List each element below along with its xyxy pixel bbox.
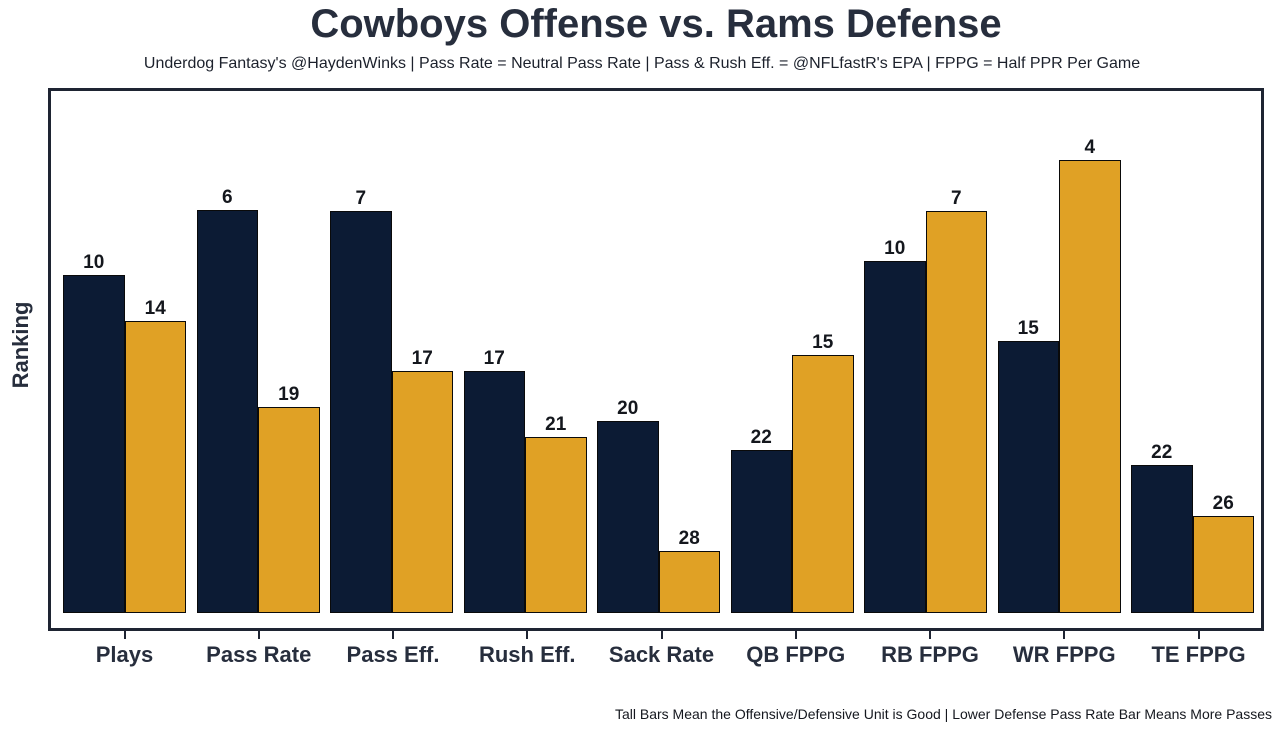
bar-slot: 26 <box>1192 493 1254 613</box>
bar <box>658 551 720 613</box>
x-axis-cell: Sack Rate <box>600 631 723 668</box>
bar-value-label: 15 <box>812 332 834 354</box>
bar <box>391 371 453 613</box>
bar-value-label: 19 <box>278 384 300 406</box>
x-axis: Plays Pass Rate Pass Eff. Rush Eff. Sack Rat… <box>63 631 1260 668</box>
bar-slot: 10 <box>63 252 125 613</box>
x-axis-tick <box>660 631 663 639</box>
x-axis-tick <box>1063 631 1066 639</box>
bar <box>792 355 854 613</box>
x-axis-cell: Plays <box>63 631 186 668</box>
bar-slot: 15 <box>792 332 854 613</box>
x-axis-tick <box>392 631 394 639</box>
bar-slot: 28 <box>658 528 720 613</box>
bar-value-label: 4 <box>1084 137 1096 159</box>
bar-group: 17 21 <box>463 348 587 613</box>
bar-value-label: 6 <box>221 187 233 209</box>
bar <box>124 321 186 613</box>
bar-value-label: 26 <box>1212 493 1234 515</box>
bar-group: 7 17 <box>330 188 453 613</box>
bar-slot: 22 <box>730 427 792 613</box>
bar-value-label: 7 <box>355 188 367 210</box>
bar-slot: 7 <box>330 188 392 613</box>
x-axis-cell: Rush Eff. <box>466 631 589 668</box>
x-axis-label: WR FPPG <box>1012 642 1116 667</box>
bar-slot: 21 <box>525 414 587 613</box>
x-axis-label: Pass Eff. <box>346 642 440 667</box>
bar-value-label: 10 <box>83 252 105 274</box>
bar-slot: 22 <box>1131 442 1193 613</box>
bar-slot: 10 <box>864 238 926 613</box>
chart-title: Cowboys Offense vs. Rams Defense <box>310 2 1002 46</box>
bar-group: 6 19 <box>196 187 320 613</box>
chart-subtitle: Underdog Fantasy's @HaydenWinks | Pass R… <box>143 55 1141 72</box>
bar-value-label: 22 <box>1151 442 1173 464</box>
bar-slot: 19 <box>258 384 320 613</box>
bar <box>864 261 926 613</box>
x-axis-tick <box>257 631 260 639</box>
bar <box>196 210 258 613</box>
bar-value-label: 17 <box>411 348 433 370</box>
bar <box>730 450 792 613</box>
bar-value-label: 14 <box>144 298 166 320</box>
x-axis-tick <box>794 631 797 639</box>
bar-value-label: 7 <box>950 188 962 210</box>
x-axis-cell: RB FPPG <box>869 631 992 668</box>
bars: 10 14 6 19 7 17 17 21 20 28 22 15 10 7 15 4 22 26 <box>63 137 1254 613</box>
bar-group: 20 28 <box>597 398 720 613</box>
bar-group: 10 14 <box>63 252 186 613</box>
x-axis-label: RB FPPG <box>881 642 979 667</box>
bar-value-label: 20 <box>617 398 639 420</box>
x-axis-label: Pass Rate <box>206 642 312 667</box>
plot-area: 10 14 6 19 7 17 17 21 20 28 22 15 10 7 15 4 22 26 <box>48 88 1264 631</box>
x-axis-cell: Pass Rate <box>197 631 320 668</box>
x-axis-tick <box>123 631 126 639</box>
bar <box>1131 465 1193 613</box>
x-axis-label: Sack Rate <box>608 642 715 667</box>
x-axis-label: QB FPPG <box>746 642 846 667</box>
bar-value-label: 17 <box>483 348 505 370</box>
bar-slot: 20 <box>597 398 659 613</box>
x-axis-label: Rush Eff. <box>478 642 576 667</box>
bar-group: 22 15 <box>730 332 854 613</box>
bar-slot: 15 <box>997 318 1059 613</box>
bar-group: 15 4 <box>997 137 1121 613</box>
x-axis-cell: Pass Eff. <box>332 631 455 668</box>
bar-group: 10 7 <box>864 188 987 613</box>
bar <box>330 211 392 613</box>
bar <box>597 421 659 613</box>
bar <box>258 407 320 613</box>
bar-group: 22 26 <box>1131 442 1254 613</box>
bar-value-label: 28 <box>678 528 700 550</box>
bar-slot: 17 <box>391 348 453 613</box>
bar-slot: 7 <box>925 188 987 613</box>
x-axis-label: Plays <box>95 642 154 667</box>
bar <box>1059 160 1121 613</box>
x-axis-cell: QB FPPG <box>734 631 857 668</box>
bar-slot: 4 <box>1059 137 1121 613</box>
bar-slot: 17 <box>463 348 525 613</box>
bar <box>63 275 125 613</box>
bar-value-label: 10 <box>884 238 906 260</box>
x-axis-tick <box>526 631 529 639</box>
x-axis-cell: TE FPPG <box>1137 631 1260 668</box>
bar <box>925 211 987 613</box>
x-axis-label: TE FPPG <box>1151 642 1246 667</box>
chart-footnote: Tall Bars Mean the Offensive/Defensive U… <box>614 706 1272 722</box>
bar <box>1192 516 1254 613</box>
bar <box>997 341 1059 613</box>
bar-slot: 14 <box>124 298 186 613</box>
bar-slot: 6 <box>196 187 258 613</box>
bar <box>525 437 587 613</box>
bar <box>463 371 525 613</box>
y-axis-label: Ranking <box>8 301 33 389</box>
bar-value-label: 15 <box>1017 318 1039 340</box>
x-axis-tick <box>1197 631 1200 639</box>
x-axis-cell: WR FPPG <box>1003 631 1126 668</box>
bar-value-label: 22 <box>750 427 772 449</box>
x-axis-tick <box>929 631 931 639</box>
bar-value-label: 21 <box>545 414 567 436</box>
